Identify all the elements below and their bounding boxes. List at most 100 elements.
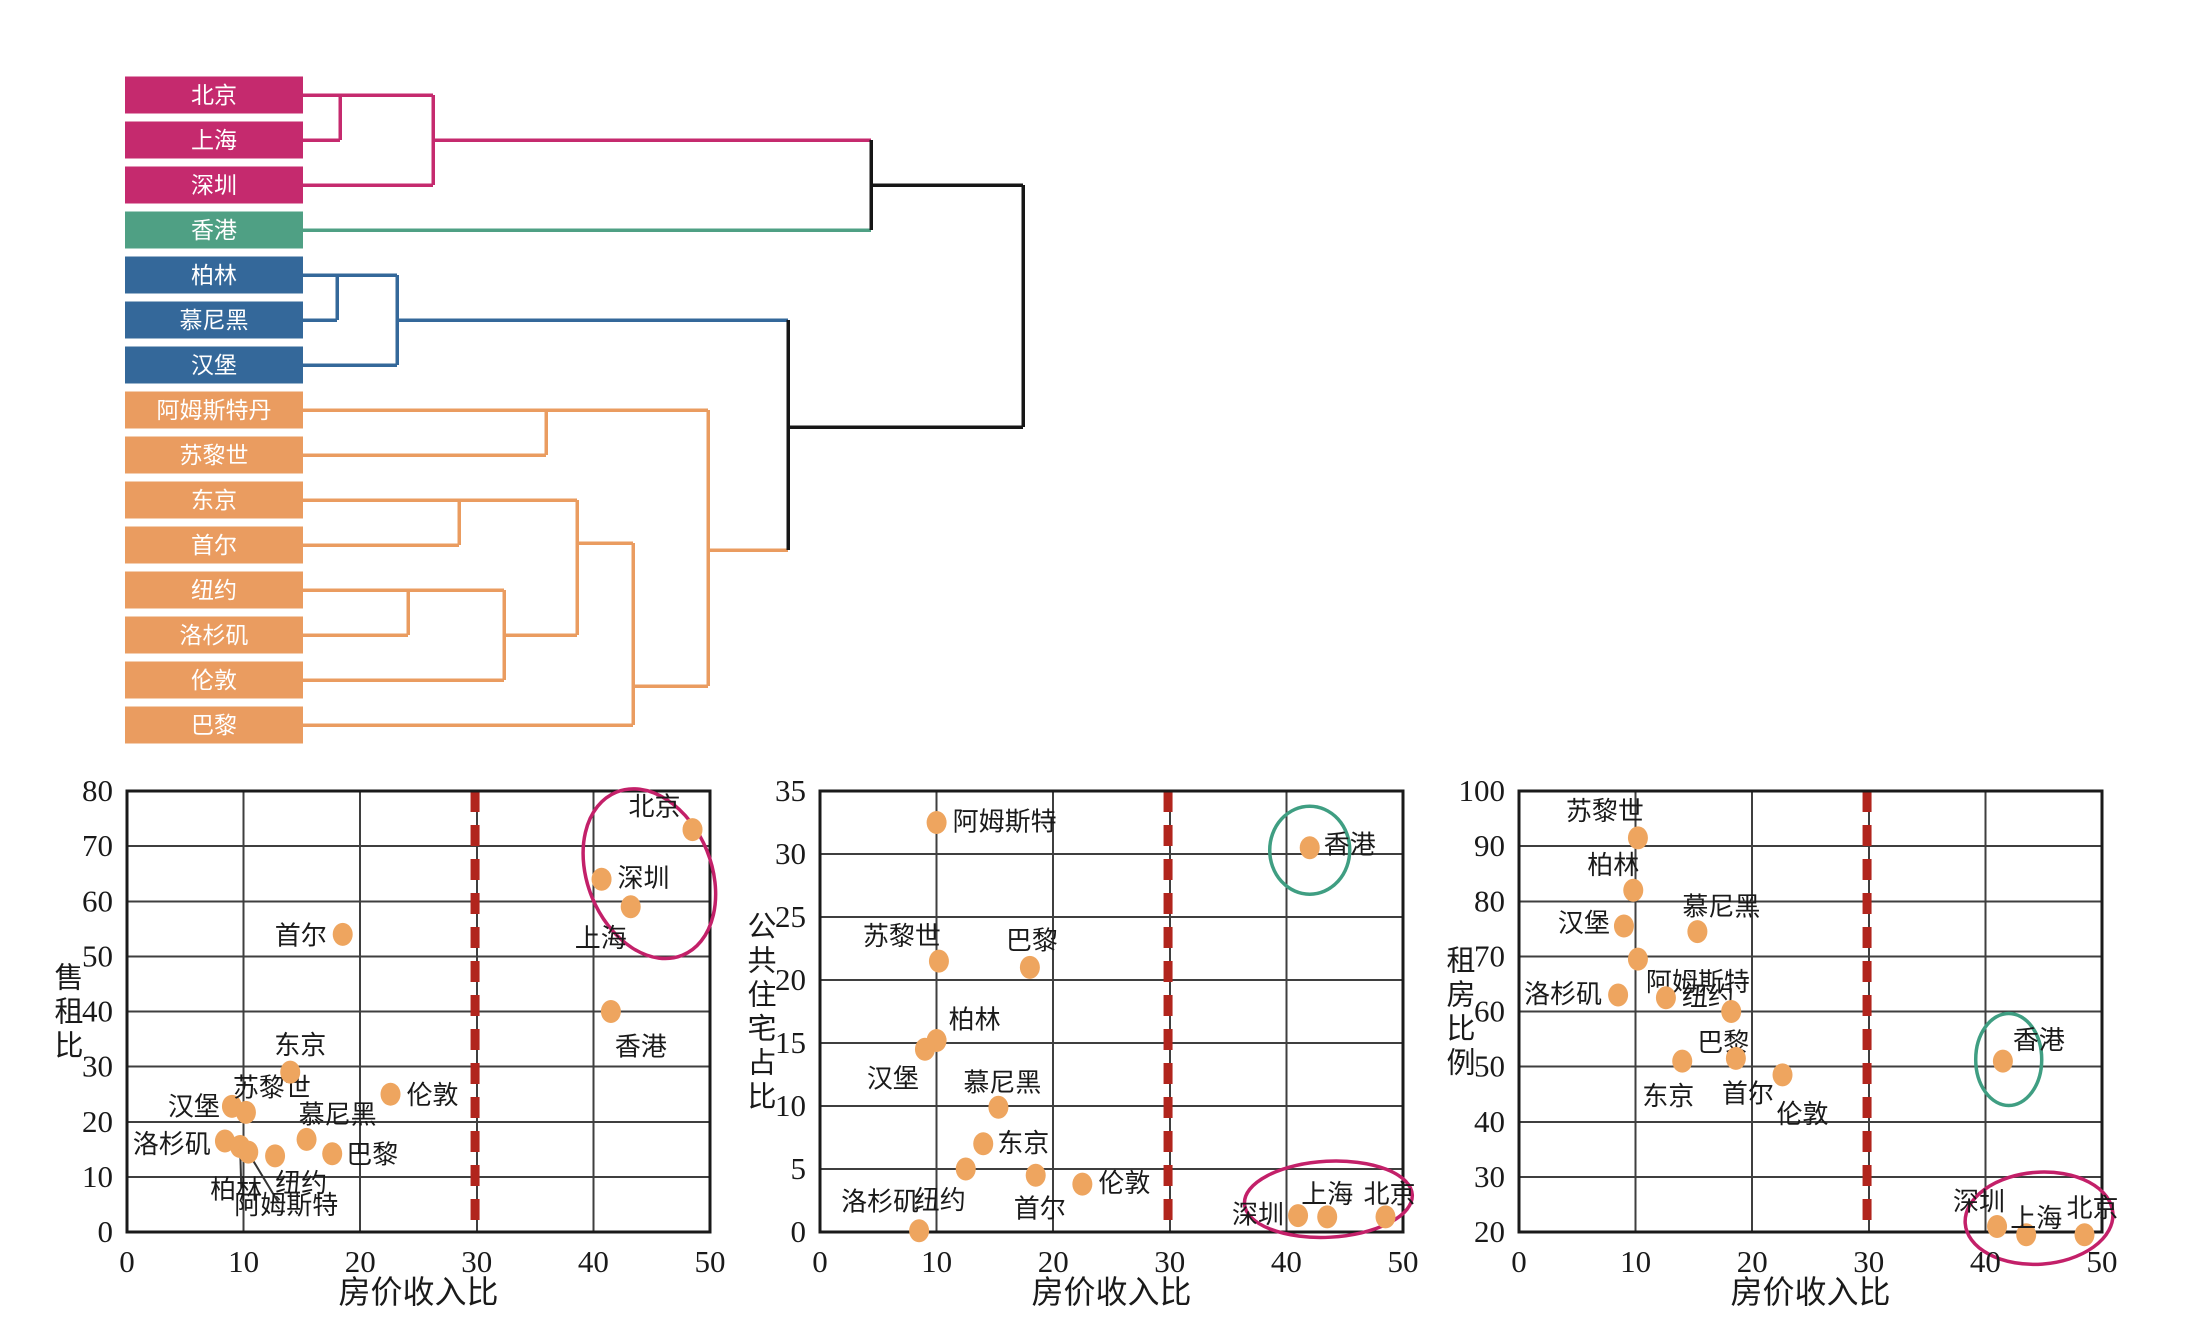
x-tick-label: 10 — [228, 1244, 259, 1279]
data-point-label: 苏黎世 — [863, 922, 941, 951]
y-tick-label: 60 — [82, 883, 113, 918]
data-point-label: 慕尼黑 — [299, 1100, 377, 1129]
y-tick-label: 80 — [1474, 883, 1505, 918]
x-tick-label: 40 — [1970, 1244, 2001, 1279]
data-point-label: 深圳 — [1232, 1201, 1284, 1230]
x-tick-label: 10 — [921, 1244, 952, 1279]
dendro-leaf-box — [125, 391, 303, 429]
dendro-leaf-label: 洛杉矶 — [180, 622, 249, 648]
dendro-leaf-label: 首尔 — [191, 532, 237, 558]
data-point-label: 柏林 — [1587, 851, 1639, 880]
x-tick-label: 40 — [1271, 1244, 1302, 1279]
data-point-label: 巴黎 — [1006, 926, 1058, 955]
data-point-label: 洛杉矶 — [1524, 980, 1602, 1009]
x-tick-label: 0 — [812, 1244, 828, 1279]
data-point — [600, 1000, 621, 1023]
y-axis-label: 宅 — [747, 1013, 776, 1046]
data-point-label: 苏黎世 — [233, 1073, 311, 1102]
y-tick-label: 70 — [1474, 938, 1505, 973]
data-point — [322, 1142, 343, 1166]
data-point — [238, 1140, 259, 1164]
dendro-leaf-label: 汉堡 — [191, 352, 237, 378]
y-axis-label: 比 — [1446, 1013, 1475, 1046]
dendro-leaf-box — [125, 571, 303, 609]
data-point-label: 伦敦 — [1098, 1169, 1150, 1198]
data-point — [214, 1129, 235, 1153]
data-point — [1721, 1000, 1742, 1023]
data-point — [591, 867, 612, 891]
y-tick-label: 0 — [791, 1214, 807, 1249]
data-point-label: 柏林 — [210, 1176, 262, 1205]
y-tick-label: 60 — [1474, 994, 1505, 1029]
x-tick-label: 30 — [461, 1244, 492, 1279]
dendro-leaf-box — [125, 616, 303, 654]
y-axis-label: 比 — [54, 1030, 83, 1063]
data-point — [1655, 986, 1676, 1010]
data-point-label: 深圳 — [618, 864, 670, 893]
data-point-label: 上海 — [1301, 1180, 1353, 1209]
dendro-leaf-label: 纽约 — [191, 577, 237, 603]
dendro-leaf-box — [125, 301, 303, 339]
data-point — [1299, 836, 1320, 860]
x-tick-label: 40 — [578, 1244, 609, 1279]
y-tick-label: 50 — [1474, 1049, 1505, 1084]
data-point — [682, 818, 703, 842]
dendro-leaf-box — [125, 211, 303, 249]
plot-border — [1517, 789, 2104, 1234]
y-axis-label: 公 — [747, 912, 776, 944]
data-point-label: 纽约 — [275, 1169, 327, 1198]
data-point — [1613, 914, 1634, 938]
data-point-label: 汉堡 — [867, 1064, 919, 1093]
y-axis-label: 租 — [54, 996, 83, 1029]
cluster-ellipse-green — [1267, 804, 1352, 896]
dendro-leaf-box — [125, 76, 303, 114]
dendro-leaf-label: 慕尼黑 — [180, 307, 249, 333]
data-point-label: 东京 — [997, 1129, 1049, 1158]
y-tick-label: 30 — [775, 836, 806, 871]
data-point — [1627, 826, 1648, 850]
cluster-ellipse-magenta — [1963, 1170, 2115, 1267]
data-point-label: 东京 — [1642, 1082, 1694, 1111]
y-axis-label: 占 — [747, 1047, 776, 1080]
y-tick-label: 20 — [775, 962, 806, 997]
data-point — [1687, 920, 1708, 944]
dendro-leaf-box — [125, 256, 303, 294]
data-point — [1772, 1063, 1793, 1087]
x-axis-label: 房价收入比 — [338, 1274, 498, 1310]
y-tick-label: 40 — [82, 994, 113, 1029]
data-point-label: 香港 — [1324, 831, 1376, 860]
data-point — [955, 1157, 976, 1181]
dendro-leaf-label: 柏林 — [191, 262, 237, 288]
dendro-leaf-box — [125, 346, 303, 384]
x-tick-label: 0 — [119, 1244, 135, 1279]
y-tick-label: 100 — [1459, 773, 1506, 808]
dendro-leaf-box — [125, 661, 303, 699]
data-point-label: 阿姆斯特 — [953, 808, 1057, 837]
data-point — [1288, 1204, 1309, 1228]
data-point — [909, 1219, 930, 1243]
dendro-leaf-label: 苏黎世 — [180, 442, 249, 468]
y-tick-label: 50 — [82, 938, 113, 973]
data-point-label: 香港 — [615, 1033, 667, 1062]
data-point — [928, 949, 949, 973]
data-point-label: 巴黎 — [346, 1141, 398, 1170]
y-tick-label: 0 — [98, 1214, 114, 1249]
dendro-leaf-box — [125, 166, 303, 204]
y-axis-label: 房 — [1446, 979, 1475, 1012]
plot-border — [818, 789, 1405, 1234]
y-tick-label: 15 — [775, 1025, 806, 1060]
data-point — [1317, 1205, 1338, 1229]
data-point-label: 洛杉矶 — [841, 1188, 919, 1217]
dendro-leaf-label: 北京 — [191, 82, 237, 108]
data-point — [1019, 955, 1040, 979]
dendro-leaf-label: 深圳 — [191, 172, 237, 198]
data-point-label: 首尔 — [1722, 1079, 1774, 1108]
data-point — [1672, 1049, 1693, 1073]
data-point — [1992, 1049, 2013, 1073]
y-tick-label: 20 — [82, 1104, 113, 1139]
data-point — [1987, 1214, 2008, 1238]
y-axis-label: 共 — [747, 945, 776, 978]
